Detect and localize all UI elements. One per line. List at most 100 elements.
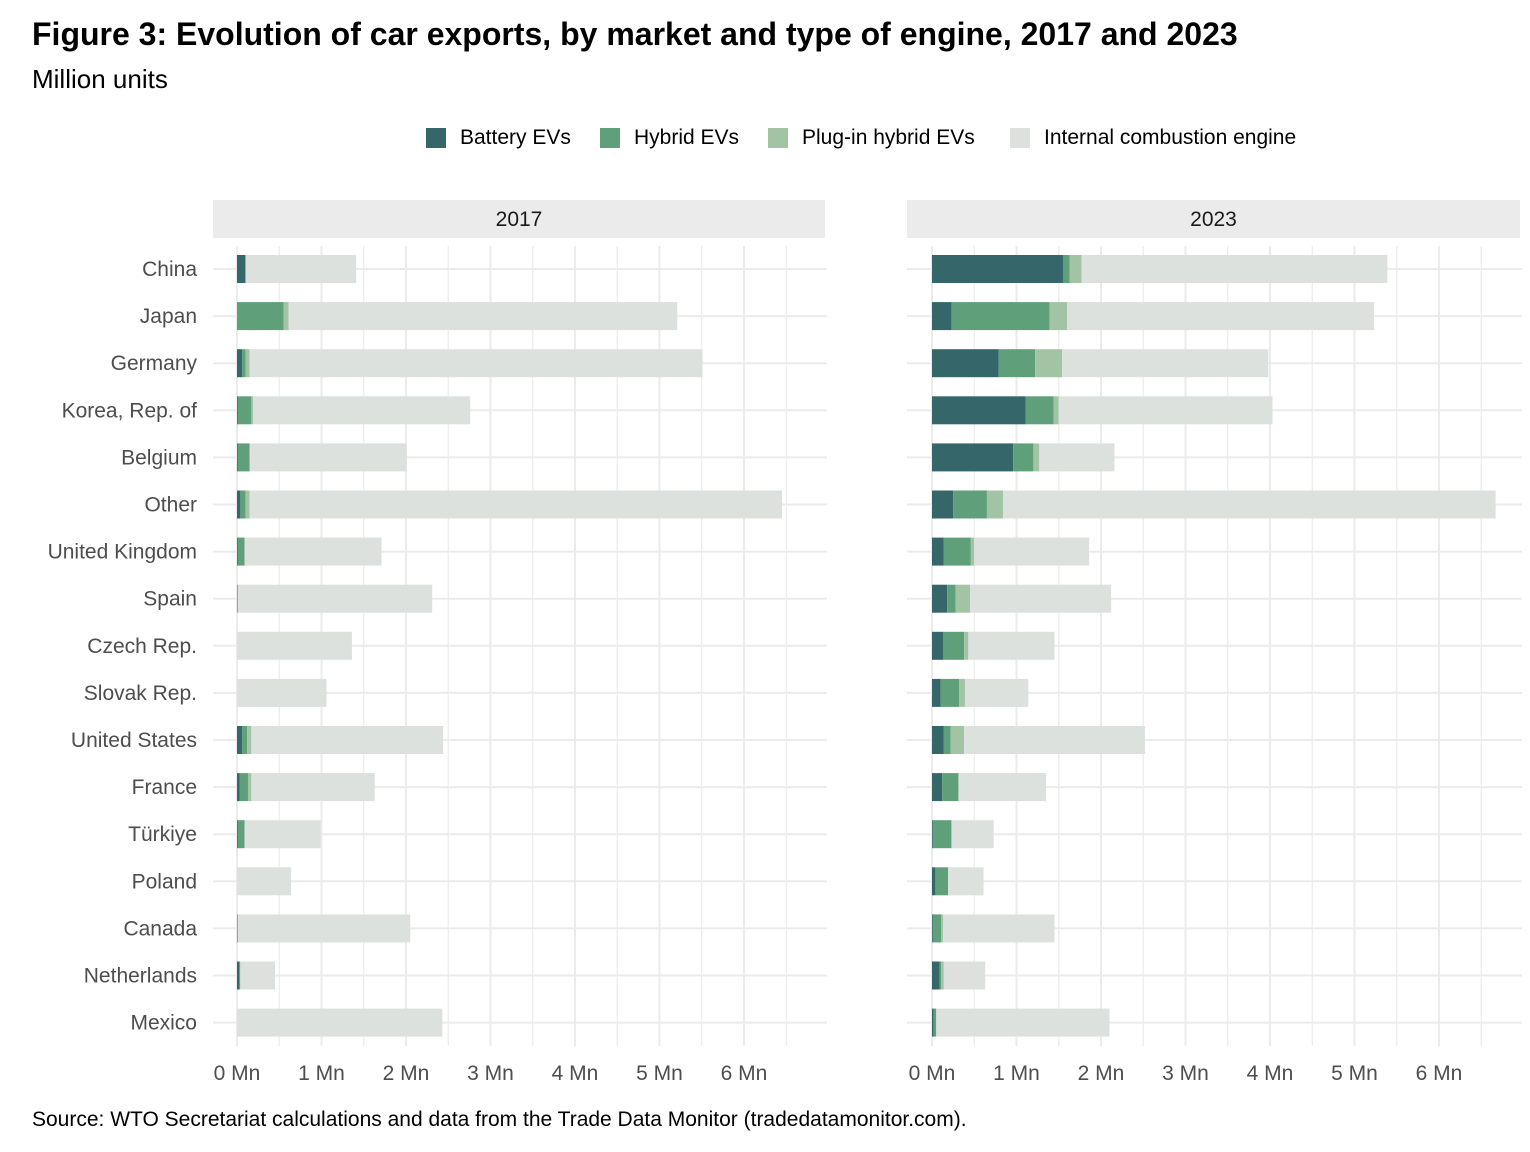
category-label-poland: Poland bbox=[132, 870, 197, 893]
bar-2023-united-kingdom-battery-evs bbox=[932, 537, 944, 566]
bar-2017-united-states-battery-evs bbox=[237, 726, 243, 754]
bar-2017-korea-rep-of-plug-in-hybrid-evs bbox=[251, 396, 254, 425]
bar-2017-japan-hybrid-evs bbox=[237, 302, 284, 331]
bar-2023-japan-plug-in-hybrid-evs bbox=[1049, 302, 1068, 331]
bar-2017-japan-plug-in-hybrid-evs bbox=[283, 302, 289, 331]
bar-2017-germany-battery-evs bbox=[237, 349, 243, 378]
bar-2017-other-internal-combustion-engine bbox=[249, 490, 783, 519]
bar-2017-germany-internal-combustion-engine bbox=[249, 349, 703, 378]
bar-2023-united-kingdom-plug-in-hybrid-evs bbox=[970, 537, 975, 566]
bar-2023-japan-internal-combustion-engine bbox=[1067, 302, 1374, 331]
legend-label-battery-evs: Battery EVs bbox=[460, 126, 571, 149]
legend-item-internal-combustion-engine: Internal combustion engine bbox=[1010, 124, 1296, 152]
category-label-germany: Germany bbox=[111, 352, 198, 375]
bar-2023-korea-rep-of-internal-combustion-engine bbox=[1058, 396, 1273, 425]
bar-2023-other-internal-combustion-engine bbox=[1002, 490, 1496, 519]
bar-2023-poland-battery-evs bbox=[932, 867, 936, 896]
bar-2017-united-kingdom-hybrid-evs bbox=[237, 537, 245, 566]
x-tick-label: 3 Mn bbox=[1162, 1062, 1209, 1085]
x-tick-label: 1 Mn bbox=[993, 1062, 1040, 1085]
panel-strip-2017 bbox=[213, 200, 825, 238]
legend-swatch-plug-in-hybrid-evs bbox=[768, 128, 788, 148]
bar-2017-united-states-internal-combustion-engine bbox=[251, 726, 444, 754]
bar-2017-t-rkiye-hybrid-evs bbox=[237, 820, 245, 849]
x-tick-label: 6 Mn bbox=[721, 1062, 768, 1085]
bar-2023-japan-battery-evs bbox=[932, 302, 952, 331]
bar-2017-netherlands-internal-combustion-engine bbox=[240, 961, 276, 990]
bar-2017-united-kingdom-battery-evs bbox=[237, 537, 238, 566]
bar-2023-czech-rep-battery-evs bbox=[932, 631, 943, 660]
category-label-t-rkiye: Türkiye bbox=[128, 823, 197, 846]
bar-2017-china-internal-combustion-engine bbox=[245, 255, 357, 283]
x-tick-label: 3 Mn bbox=[467, 1062, 514, 1085]
bar-2017-china-battery-evs bbox=[237, 255, 246, 283]
bar-2023-poland-internal-combustion-engine bbox=[948, 867, 984, 896]
category-label-other: Other bbox=[144, 494, 197, 517]
bar-2017-france-plug-in-hybrid-evs bbox=[247, 773, 252, 802]
bar-2023-spain-battery-evs bbox=[932, 584, 948, 613]
bar-2023-germany-internal-combustion-engine bbox=[1062, 349, 1269, 378]
bar-2023-germany-plug-in-hybrid-evs bbox=[1035, 349, 1063, 378]
x-tick-label: 6 Mn bbox=[1416, 1062, 1463, 1085]
bar-2023-united-states-internal-combustion-engine bbox=[964, 726, 1145, 754]
x-tick-label: 1 Mn bbox=[298, 1062, 345, 1085]
bar-2017-netherlands-battery-evs bbox=[237, 961, 240, 990]
bar-2023-united-kingdom-hybrid-evs bbox=[943, 537, 971, 566]
bar-2017-france-hybrid-evs bbox=[239, 773, 248, 802]
bar-2023-slovak-rep-battery-evs bbox=[932, 678, 941, 707]
bar-2023-netherlands-hybrid-evs bbox=[939, 961, 942, 990]
bar-2017-japan-internal-combustion-engine bbox=[288, 302, 678, 331]
bar-2023-poland-hybrid-evs bbox=[935, 867, 949, 896]
x-tick-label: 5 Mn bbox=[636, 1062, 683, 1085]
bar-2017-korea-rep-of-internal-combustion-engine bbox=[253, 396, 471, 425]
bar-2017-mexico-internal-combustion-engine bbox=[237, 1008, 443, 1037]
bar-2023-czech-rep-internal-combustion-engine bbox=[968, 631, 1055, 660]
legend-swatch-internal-combustion-engine bbox=[1010, 128, 1030, 148]
bar-2023-united-states-plug-in-hybrid-evs bbox=[950, 726, 965, 754]
bar-2023-mexico-battery-evs bbox=[932, 1008, 934, 1037]
bar-2023-germany-battery-evs bbox=[932, 349, 999, 378]
bar-2023-france-battery-evs bbox=[932, 773, 943, 802]
bar-2017-belgium-internal-combustion-engine bbox=[249, 443, 407, 472]
bar-2023-other-battery-evs bbox=[932, 490, 954, 519]
bar-2017-belgium-hybrid-evs bbox=[237, 443, 250, 472]
bar-2017-spain-internal-combustion-engine bbox=[237, 584, 433, 613]
bar-2023-netherlands-battery-evs bbox=[932, 961, 940, 990]
legend-label-hybrid-evs: Hybrid EVs bbox=[634, 126, 740, 149]
bar-2017-t-rkiye-battery-evs bbox=[237, 820, 238, 849]
bar-2023-japan-hybrid-evs bbox=[951, 302, 1050, 331]
bar-2023-korea-rep-of-plug-in-hybrid-evs bbox=[1053, 396, 1059, 425]
bar-2023-germany-hybrid-evs bbox=[998, 349, 1036, 378]
panel-strip-2023 bbox=[907, 200, 1520, 238]
bar-2017-france-internal-combustion-engine bbox=[251, 773, 375, 802]
bar-2017-united-kingdom-internal-combustion-engine bbox=[244, 537, 382, 566]
bar-2023-mexico-internal-combustion-engine bbox=[936, 1008, 1110, 1037]
bar-2023-united-states-hybrid-evs bbox=[943, 726, 951, 754]
bar-2023-france-hybrid-evs bbox=[942, 773, 959, 802]
faceted-bar-chart: 2017 0 Mn 1 Mn 2 Mn 3 Mn 4 Mn 5 Mn 6 Mn 2023 0 Mn… bbox=[48, 200, 1522, 1085]
bar-2023-korea-rep-of-battery-evs bbox=[932, 396, 1026, 425]
category-label-united-kingdom: United Kingdom bbox=[48, 541, 197, 564]
bar-2017-spain-hybrid-evs bbox=[237, 584, 238, 613]
bar-2017-czech-rep-internal-combustion-engine bbox=[237, 631, 352, 660]
legend-swatch-hybrid-evs bbox=[600, 128, 620, 148]
bar-2017-germany-hybrid-evs bbox=[242, 349, 246, 378]
legend-label-plug-in-hybrid-evs: Plug-in hybrid EVs bbox=[802, 126, 975, 149]
bar-2023-t-rkiye-battery-evs bbox=[932, 820, 933, 849]
bar-2017-canada-internal-combustion-engine bbox=[237, 914, 411, 943]
bar-2023-france-internal-combustion-engine bbox=[959, 773, 1047, 802]
x-tick-label: 5 Mn bbox=[1331, 1062, 1378, 1085]
legend-item-plug-in-hybrid-evs: Plug-in hybrid EVs bbox=[768, 124, 975, 152]
bar-2023-t-rkiye-internal-combustion-engine bbox=[951, 820, 994, 849]
bar-2017-belgium-battery-evs bbox=[237, 443, 238, 472]
category-label-czech-rep: Czech Rep. bbox=[87, 635, 197, 658]
panel-strip-label: 2017 bbox=[496, 208, 543, 231]
bar-2017-united-states-hybrid-evs bbox=[242, 726, 248, 754]
legend: Battery EVs Hybrid EVs Plug-in hybrid EV… bbox=[0, 124, 1530, 152]
category-label-belgium: Belgium bbox=[121, 446, 197, 469]
bar-2023-other-plug-in-hybrid-evs bbox=[986, 490, 1003, 519]
category-label-netherlands: Netherlands bbox=[84, 965, 197, 988]
x-tick-label: 4 Mn bbox=[552, 1062, 599, 1085]
bar-2023-united-states-battery-evs bbox=[932, 726, 944, 754]
bar-2023-china-internal-combustion-engine bbox=[1081, 255, 1388, 283]
